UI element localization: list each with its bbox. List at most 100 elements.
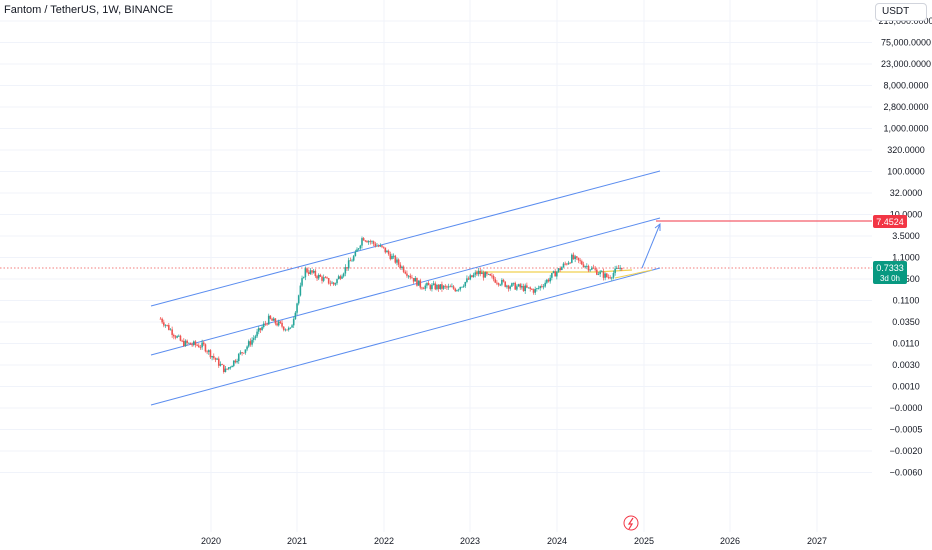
candle-body bbox=[309, 270, 312, 274]
candle-body bbox=[259, 328, 262, 330]
candle-body bbox=[354, 251, 357, 257]
price-tick-label: 100.0000 bbox=[887, 167, 925, 177]
candle-body bbox=[326, 277, 328, 279]
candle-body bbox=[229, 367, 232, 368]
candle-body bbox=[462, 286, 465, 287]
candle-body bbox=[424, 285, 427, 289]
event-flag-icon[interactable] bbox=[623, 515, 639, 531]
projection-arrow bbox=[641, 222, 661, 269]
candle-body bbox=[359, 245, 362, 249]
candle-body bbox=[332, 282, 335, 285]
candle-body bbox=[551, 273, 553, 278]
candle-body bbox=[606, 273, 608, 278]
candle-body bbox=[402, 266, 405, 272]
candle-body bbox=[419, 280, 422, 288]
candle-body bbox=[594, 268, 596, 270]
candle-body bbox=[362, 238, 365, 241]
candle-body bbox=[527, 287, 530, 289]
candle-body bbox=[347, 260, 350, 269]
candle-body bbox=[344, 267, 347, 274]
candle-body bbox=[514, 282, 517, 290]
time-tick-label: 2021 bbox=[287, 536, 307, 546]
candle-body bbox=[581, 261, 583, 265]
candle-body bbox=[327, 278, 330, 284]
candle-body bbox=[209, 350, 212, 358]
last-price-text: 0.7333 bbox=[876, 263, 904, 273]
candle-body bbox=[426, 283, 428, 286]
candle-body bbox=[376, 245, 378, 247]
candle-body bbox=[604, 273, 606, 278]
candle-body bbox=[349, 260, 352, 262]
candle-body bbox=[612, 273, 615, 278]
candle-body bbox=[422, 288, 425, 290]
currency-selector[interactable]: USDT bbox=[875, 3, 927, 21]
candle-body bbox=[282, 326, 285, 330]
price-tick-label: 3.5000 bbox=[892, 231, 920, 241]
candle-body bbox=[357, 248, 360, 250]
candle-body bbox=[592, 267, 595, 269]
candle-body bbox=[224, 368, 227, 373]
candle-body bbox=[163, 322, 165, 326]
candle-body bbox=[261, 327, 263, 330]
candle-body bbox=[491, 275, 493, 277]
candle-body bbox=[286, 329, 288, 331]
candle-body bbox=[442, 285, 445, 289]
candle-body bbox=[289, 327, 292, 329]
price-tick-label: 0.0350 bbox=[892, 317, 920, 327]
candle-body bbox=[554, 271, 556, 277]
price-axis: 215,000.0000 75,000.0000 23,000.0000 8,000.… bbox=[878, 16, 932, 478]
time-tick-label: 2026 bbox=[720, 536, 740, 546]
time-tick-label: 2020 bbox=[201, 536, 221, 546]
candle-body bbox=[416, 278, 418, 286]
candle-body bbox=[189, 342, 192, 345]
candle-body bbox=[516, 286, 518, 290]
price-tick-label: 10.0000 bbox=[890, 210, 923, 220]
candle-body bbox=[434, 283, 437, 290]
candle-body bbox=[291, 325, 293, 328]
price-tick-label: 8,000.0000 bbox=[883, 81, 928, 91]
candle-body bbox=[262, 323, 265, 328]
candle-body bbox=[407, 275, 410, 277]
candle-body bbox=[587, 265, 590, 271]
time-tick-label: 2022 bbox=[374, 536, 394, 546]
candle-body bbox=[602, 271, 605, 278]
candle-body bbox=[279, 321, 282, 323]
price-tick-label: 215,000.0000 bbox=[878, 16, 932, 26]
candle-body bbox=[599, 271, 601, 274]
candle-body bbox=[454, 288, 457, 292]
candle-body bbox=[456, 290, 458, 292]
candle-body bbox=[557, 268, 560, 272]
candle-body bbox=[202, 342, 205, 345]
candle-body bbox=[447, 286, 450, 288]
candle-body bbox=[374, 243, 377, 247]
price-tick-label: 75,000.0000 bbox=[881, 38, 931, 48]
channel-lower-line bbox=[150, 267, 661, 406]
candle-body bbox=[536, 288, 538, 290]
candle-body bbox=[307, 272, 310, 274]
candle-body bbox=[484, 272, 487, 278]
candle-body bbox=[492, 275, 495, 280]
channel-middle-line bbox=[150, 217, 661, 356]
price-tick-label: 1,000.0000 bbox=[883, 124, 928, 134]
candle-body bbox=[216, 358, 218, 360]
target-price-text: 7.4524 bbox=[876, 217, 904, 227]
candle-body bbox=[159, 318, 162, 320]
candle-body bbox=[501, 279, 503, 285]
candle-body bbox=[459, 286, 462, 290]
candle-body bbox=[471, 275, 473, 278]
candle-body bbox=[611, 277, 613, 279]
candle-body bbox=[519, 284, 522, 288]
candle-body bbox=[561, 267, 563, 271]
price-tick-label: 23,000.0000 bbox=[881, 59, 931, 69]
time-axis: 2020 2021 2022 2023 2024 2025 2026 2027 bbox=[201, 536, 827, 546]
candle-body bbox=[559, 268, 561, 271]
chart-grid bbox=[0, 0, 872, 532]
candle-body bbox=[582, 264, 585, 268]
candle-body bbox=[356, 249, 358, 252]
candle-body bbox=[544, 282, 546, 287]
candle-body bbox=[352, 256, 355, 261]
candle-body bbox=[301, 278, 303, 286]
candle-body bbox=[274, 318, 277, 324]
candle-body bbox=[472, 274, 475, 278]
